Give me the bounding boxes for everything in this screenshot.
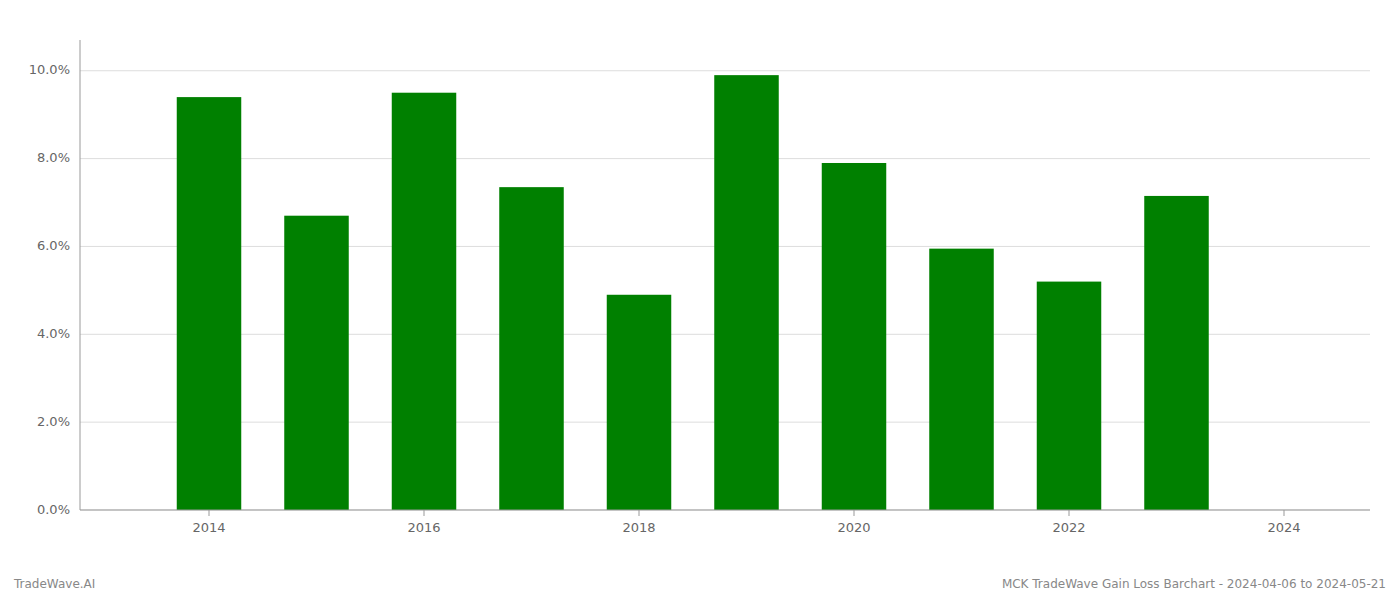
bar	[1037, 282, 1102, 510]
chart: 0.0% 2.0% 4.0% 6.0% 8.0% 10.0% 2014 2016 2018 202…	[0, 0, 1400, 600]
x-tick	[854, 510, 855, 516]
y-tick-label: 2.0%	[37, 414, 70, 429]
y-axis-line	[80, 40, 81, 510]
y-tick-label: 6.0%	[37, 238, 70, 253]
x-tick	[424, 510, 425, 516]
footer-right: MCK TradeWave Gain Loss Barchart - 2024-…	[1002, 577, 1386, 591]
x-tick	[1284, 510, 1285, 516]
y-tick-labels: 0.0% 2.0% 4.0% 6.0% 8.0% 10.0%	[29, 62, 70, 516]
chart-container: 0.0% 2.0% 4.0% 6.0% 8.0% 10.0% 2014 2016 2018 202…	[0, 0, 1400, 600]
bar	[607, 295, 672, 510]
bar	[499, 187, 564, 510]
x-tick-label: 2016	[407, 520, 440, 535]
x-ticks: 2014 2016 2018 2020 2022 2024	[192, 510, 1300, 535]
x-tick-label: 2014	[192, 520, 225, 535]
bar	[392, 93, 457, 510]
x-axis-line	[80, 510, 1370, 511]
grid-line	[80, 510, 1370, 511]
x-tick-label: 2020	[837, 520, 870, 535]
y-tick-label: 4.0%	[37, 326, 70, 341]
x-tick	[209, 510, 210, 516]
bar	[822, 163, 887, 510]
y-grid	[80, 71, 1370, 510]
bar	[714, 75, 779, 510]
bars	[177, 75, 1209, 510]
x-tick	[1069, 510, 1070, 516]
x-tick-label: 2018	[622, 520, 655, 535]
bar	[929, 249, 994, 510]
bar	[284, 216, 349, 510]
x-tick-label: 2024	[1267, 520, 1300, 535]
footer-left: TradeWave.AI	[13, 577, 95, 591]
grid-line	[80, 70, 1370, 71]
x-tick-label: 2022	[1052, 520, 1085, 535]
y-tick-label: 0.0%	[37, 502, 70, 517]
bar	[177, 97, 242, 510]
y-tick-label: 8.0%	[37, 150, 70, 165]
bar	[1144, 196, 1209, 510]
y-tick-label: 10.0%	[29, 62, 70, 77]
x-tick	[639, 510, 640, 516]
